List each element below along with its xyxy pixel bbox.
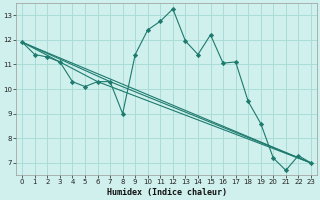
X-axis label: Humidex (Indice chaleur): Humidex (Indice chaleur) [107, 188, 227, 197]
